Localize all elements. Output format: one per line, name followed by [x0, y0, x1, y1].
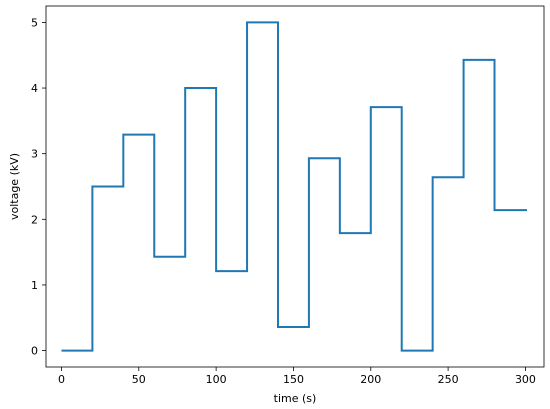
x-tick-label: 150: [283, 373, 304, 386]
axes-frame: [45, 5, 545, 368]
x-tick-label: 0: [58, 373, 65, 386]
y-tick-label: 0: [31, 345, 38, 358]
y-tick-label: 3: [31, 148, 38, 161]
x-tick-label: 300: [515, 373, 536, 386]
x-tick-label: 200: [360, 373, 381, 386]
voltage-series-line: [61, 21, 527, 352]
x-axis-ticks: 0 50 100 150 200 250 300: [58, 367, 536, 386]
y-axis-ticks: 0 1 2 3 4 5: [31, 16, 46, 358]
x-tick-label: 50: [132, 373, 146, 386]
x-tick-label: 250: [438, 373, 459, 386]
y-tick-label: 1: [31, 279, 38, 292]
x-tick-label: 100: [206, 373, 227, 386]
x-axis-label: time (s): [274, 392, 317, 405]
y-tick-label: 4: [31, 82, 38, 95]
y-tick-label: 5: [31, 16, 38, 29]
y-axis-label: voltage (kV): [8, 153, 21, 220]
y-tick-label: 2: [31, 213, 38, 226]
